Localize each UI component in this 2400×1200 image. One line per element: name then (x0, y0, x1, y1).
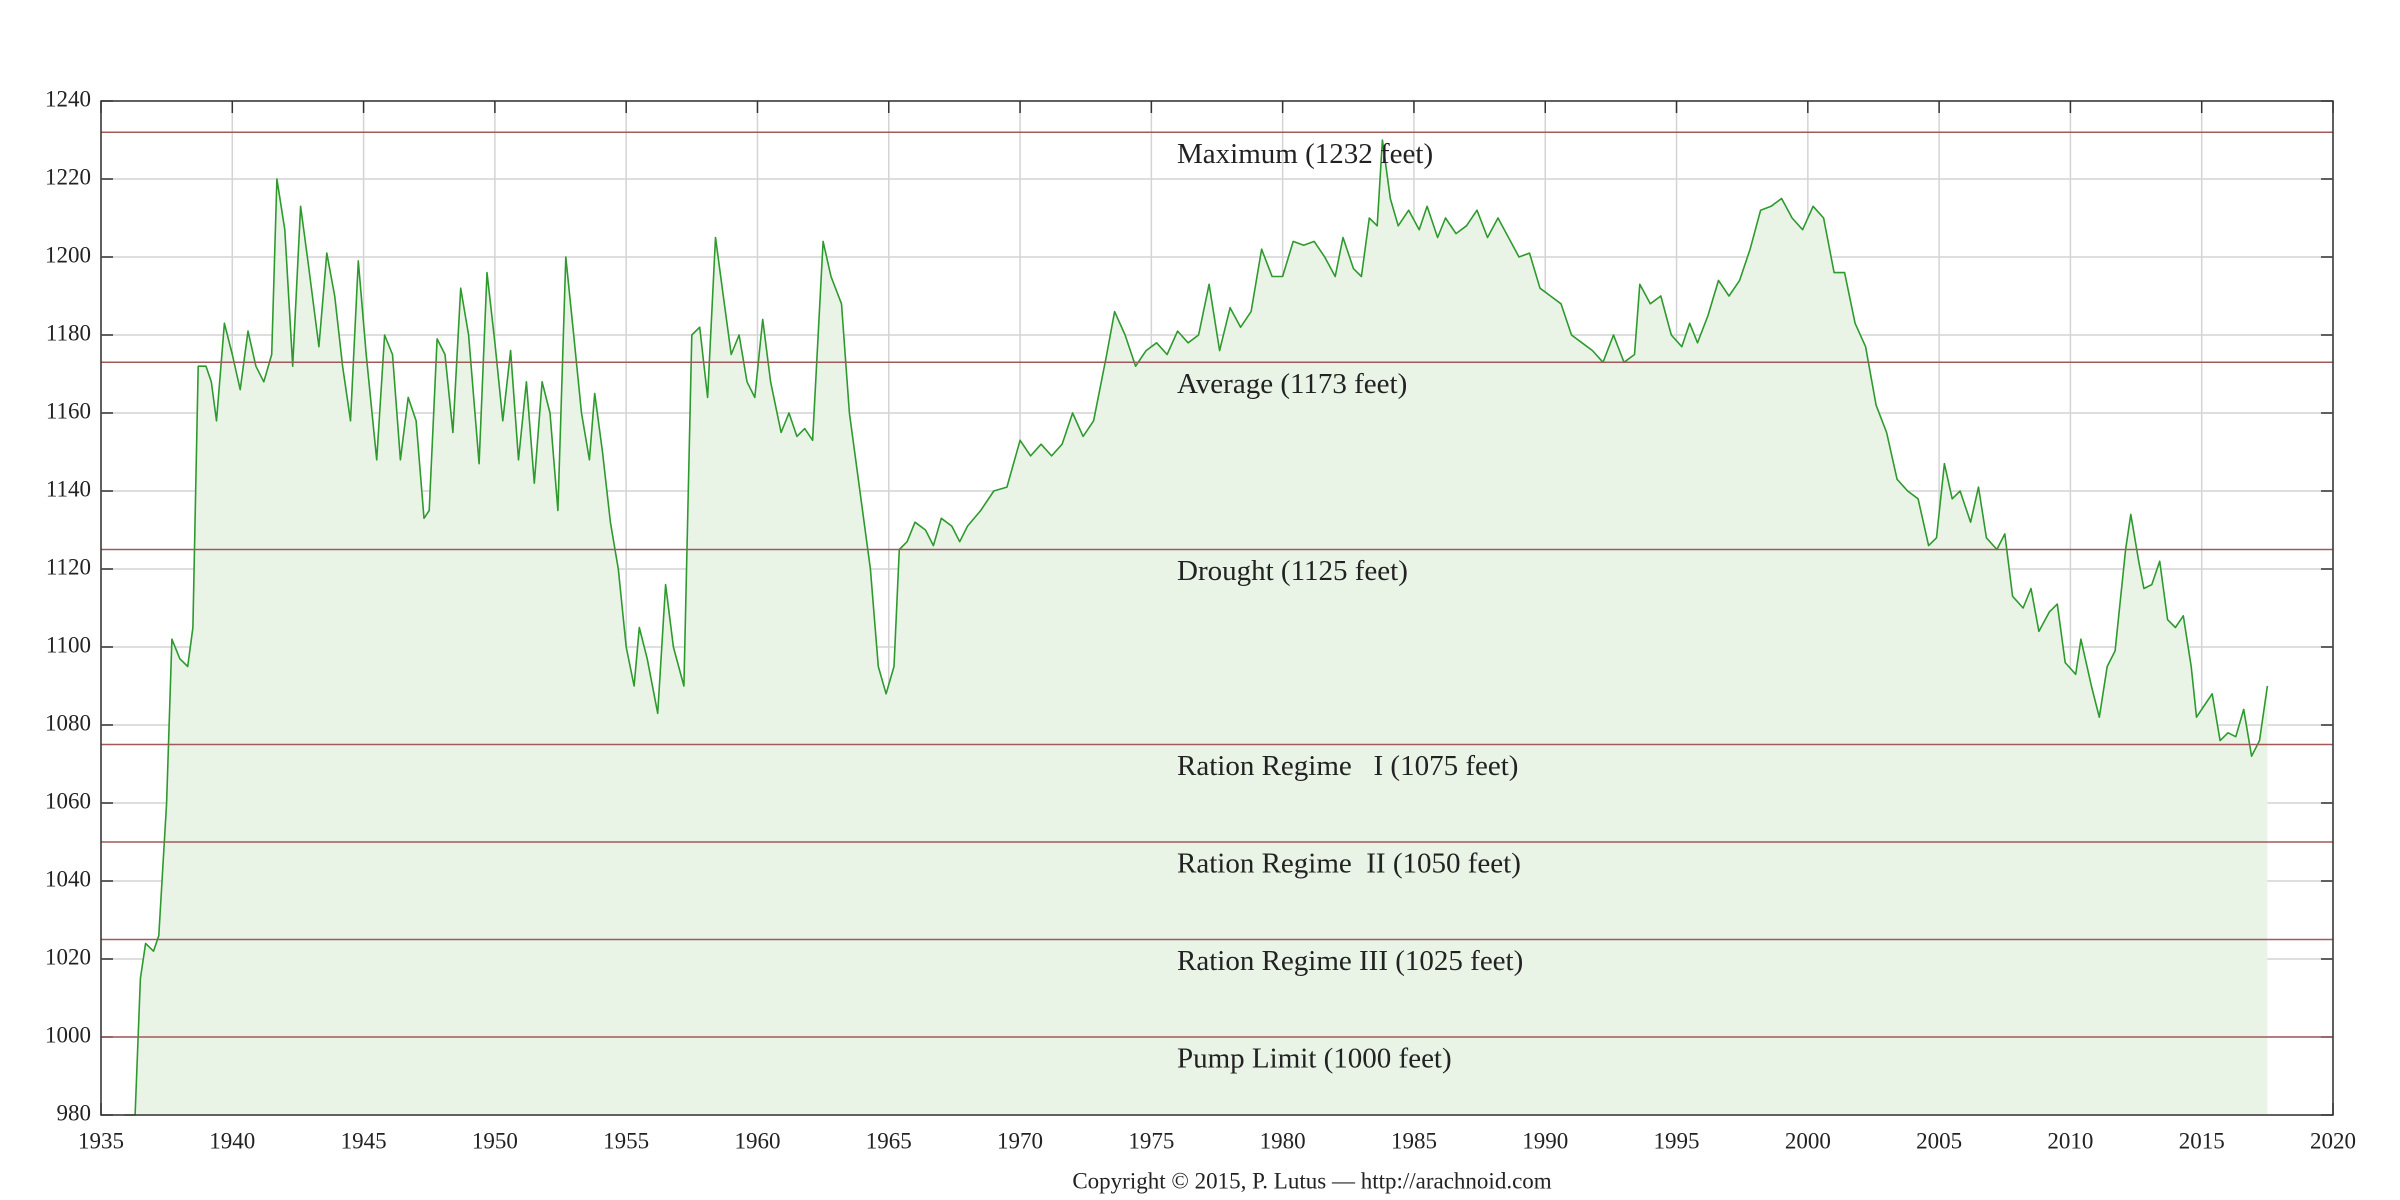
x-tick-label: 1995 (1654, 1128, 1700, 1153)
reference-label: Average (1173 feet) (1177, 368, 1407, 400)
x-tick-label: 1950 (472, 1128, 518, 1153)
x-tick-label: 1955 (603, 1128, 649, 1153)
reference-label: Ration Regime II (1050 feet) (1177, 848, 1521, 880)
x-tick-label: 2000 (1785, 1128, 1831, 1153)
y-tick-label: 1040 (45, 866, 91, 891)
line (124, 139, 2269, 1116)
x-tick-label: 1960 (734, 1128, 780, 1153)
x-tick-label: 1965 (866, 1128, 912, 1153)
x-tick-label: 1990 (1522, 1128, 1568, 1153)
x-tick-label: 2010 (2047, 1128, 2093, 1153)
reference-label: Pump Limit (1000 feet) (1177, 1043, 1452, 1075)
y-tick-label: 1220 (45, 164, 91, 189)
x-tick-label: 1945 (341, 1128, 387, 1153)
y-tick-label: 1080 (45, 710, 91, 735)
x-tick-label: 1970 (997, 1128, 1043, 1153)
reference-label: Maximum (1232 feet) (1177, 138, 1433, 170)
reference-label: Drought (1125 feet) (1177, 555, 1408, 587)
y-tick-label: 980 (57, 1100, 92, 1125)
x-tick-label: 2015 (2179, 1128, 2225, 1153)
y-tick-label: 1160 (46, 398, 91, 423)
y-tick-label: 1140 (46, 476, 91, 501)
x-tick-label: 1985 (1391, 1128, 1437, 1153)
area-fill (124, 140, 2268, 1115)
y-tick-label: 1060 (45, 788, 91, 813)
plot-frame (100, 100, 2334, 1116)
y-tick-label: 1020 (45, 944, 91, 969)
reference-label: Ration Regime I (1075 feet) (1177, 750, 1518, 782)
x-tick-label: 1975 (1128, 1128, 1174, 1153)
x-tick-label: 1940 (209, 1128, 255, 1153)
y-tick-label: 1240 (45, 86, 91, 111)
x-tick-label: 1980 (1260, 1128, 1306, 1153)
y-tick-label: 1000 (45, 1022, 91, 1047)
y-tick-label: 1200 (45, 242, 91, 267)
x-tick-label: 1935 (78, 1128, 124, 1153)
y-tick-label: 1180 (46, 320, 91, 345)
x-tick-label: 2005 (1916, 1128, 1962, 1153)
y-tick-label: 1100 (46, 632, 91, 657)
reference-label: Ration Regime III (1025 feet) (1177, 945, 1523, 977)
x-tick-label: 2020 (2310, 1128, 2356, 1153)
footer: Copyright © 2015, P. Lutus — http://arac… (1072, 1168, 1551, 1193)
y-tick-label: 1120 (46, 554, 91, 579)
